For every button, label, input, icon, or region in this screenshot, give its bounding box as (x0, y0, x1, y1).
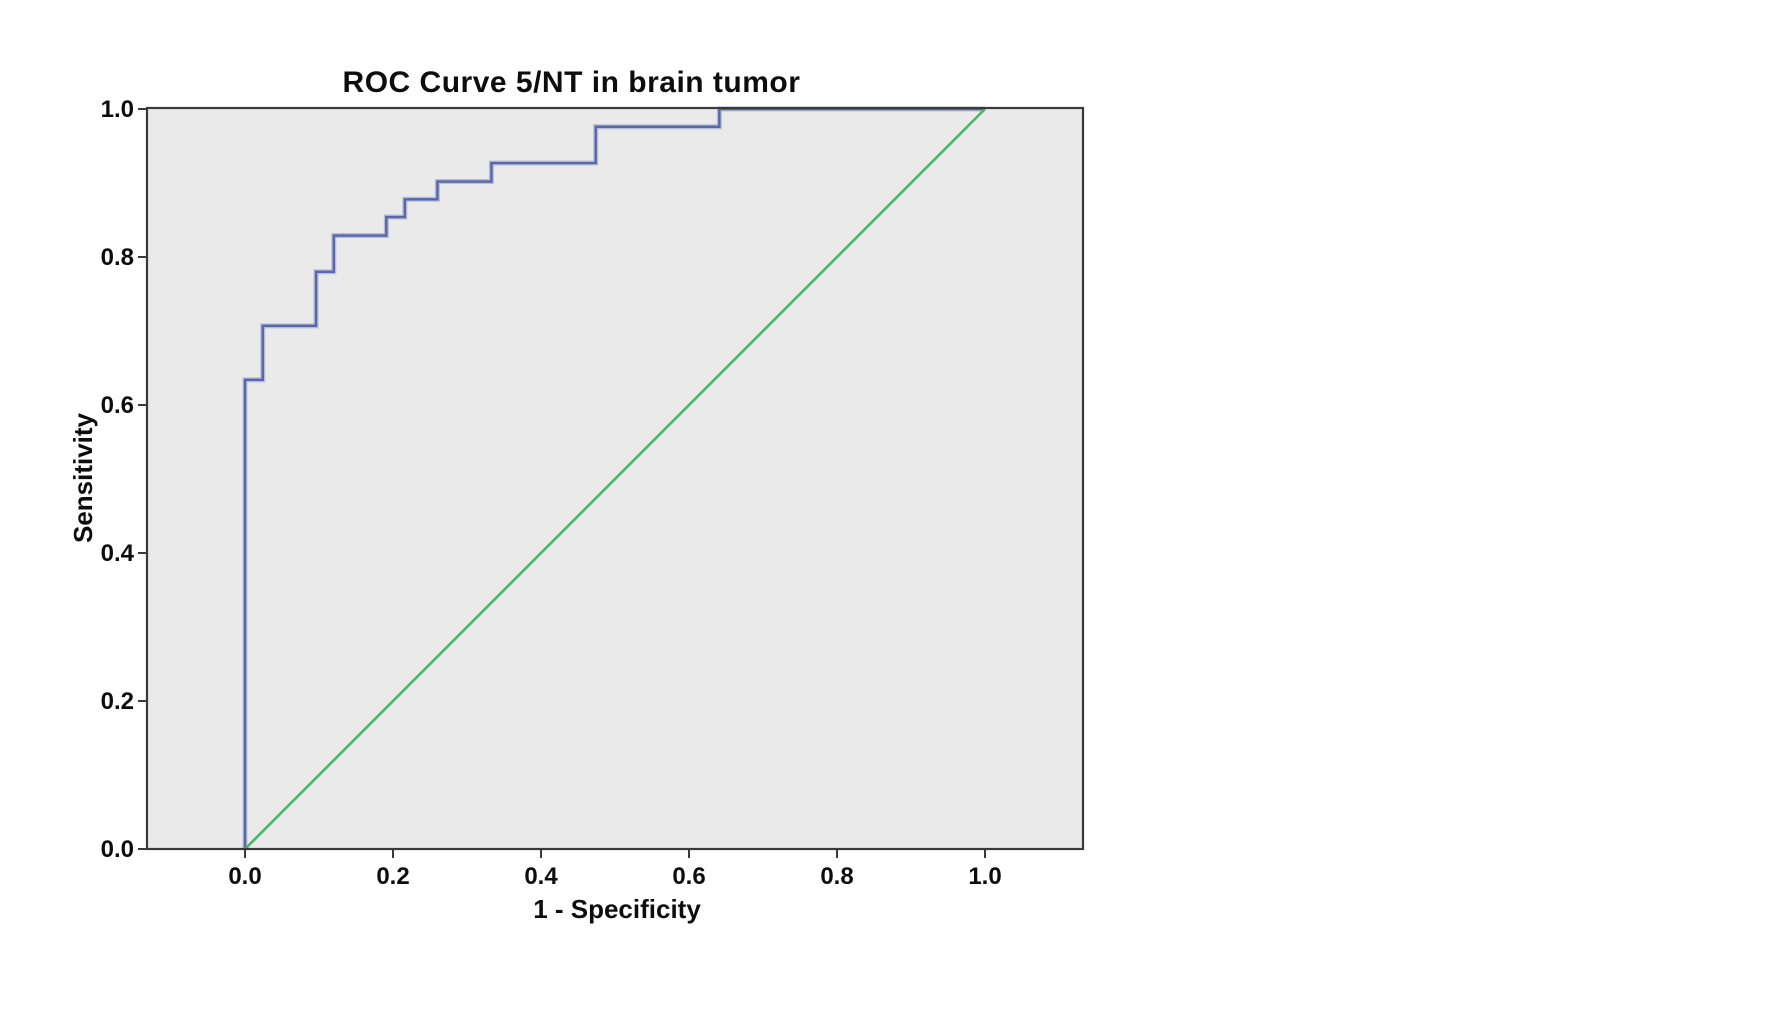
y-tick-label: 0.2 (101, 688, 134, 715)
x-tick-label: 0.8 (820, 863, 853, 890)
x-tick-label: 0.6 (672, 863, 705, 890)
y-tick-label: 0.6 (101, 392, 134, 419)
x-tick-label: 0.4 (524, 863, 558, 890)
x-tick-label: 0.2 (376, 863, 409, 890)
y-axis-title: Sensitivity (68, 412, 98, 544)
y-tick-label: 0.0 (101, 836, 134, 863)
roc-plot-area: 0.0 0.2 0.4 0.6 0.8 1.0 0.0 0.2 0.4 0.6 0.8 1.0 (101, 96, 1085, 890)
roc-curve-line (243, 107, 985, 849)
chart-title: ROC Curve 5/NT in brain tumor (342, 66, 801, 99)
x-axis-title: 1 - Specificity (533, 894, 701, 924)
reference-diagonal-line (244, 108, 986, 850)
plot-frame (145, 106, 1085, 851)
x-tick-label: 1.0 (968, 863, 1001, 890)
y-tick-label: 0.8 (101, 244, 134, 271)
x-tick-label: 0.0 (228, 863, 261, 890)
y-tick-label: 0.4 (101, 540, 135, 567)
y-tick-label: 1.0 (101, 96, 134, 123)
